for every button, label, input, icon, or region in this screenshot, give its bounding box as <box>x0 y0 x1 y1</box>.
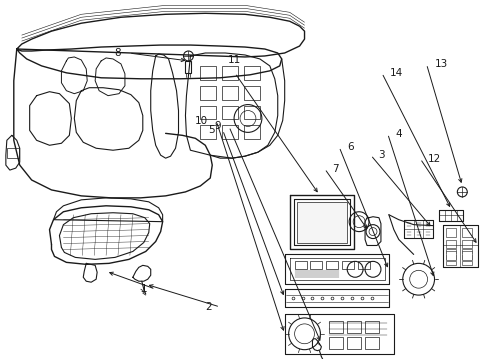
Bar <box>357 261 369 269</box>
Bar <box>346 321 360 333</box>
Bar <box>294 261 306 269</box>
Bar <box>7 148 19 158</box>
Bar <box>446 261 455 265</box>
Polygon shape <box>296 202 346 243</box>
Bar <box>200 105 216 120</box>
Text: 10: 10 <box>195 116 208 126</box>
Text: 13: 13 <box>433 59 447 69</box>
Bar <box>461 251 471 260</box>
Text: 12: 12 <box>427 154 441 163</box>
Bar <box>200 86 216 100</box>
Text: 4: 4 <box>395 129 402 139</box>
Bar <box>461 249 471 253</box>
Bar <box>328 337 343 349</box>
Text: 8: 8 <box>114 48 121 58</box>
Bar <box>244 66 259 80</box>
Bar <box>446 251 455 260</box>
Text: 1: 1 <box>141 284 147 294</box>
Text: 14: 14 <box>389 68 402 78</box>
Bar <box>325 261 338 269</box>
Bar <box>461 261 471 265</box>
Bar <box>310 261 322 269</box>
Text: 3: 3 <box>378 150 385 160</box>
Bar <box>222 125 238 139</box>
Bar <box>365 321 378 333</box>
Bar <box>446 249 455 253</box>
Bar <box>346 337 360 349</box>
Bar <box>461 228 471 237</box>
Bar <box>365 337 378 349</box>
Bar <box>222 86 238 100</box>
Bar <box>222 105 238 120</box>
Bar <box>244 125 259 139</box>
Bar <box>185 61 191 73</box>
Bar <box>328 321 343 333</box>
Bar <box>244 105 259 120</box>
Bar <box>461 255 471 260</box>
Bar <box>446 255 455 260</box>
Bar <box>446 228 455 237</box>
Bar <box>461 239 471 248</box>
Bar <box>244 86 259 100</box>
Text: 5: 5 <box>208 125 214 135</box>
Bar <box>342 261 353 269</box>
Bar <box>200 66 216 80</box>
Bar <box>446 239 455 248</box>
Text: 9: 9 <box>214 121 221 131</box>
Bar <box>222 66 238 80</box>
Text: 6: 6 <box>346 142 353 152</box>
Text: 11: 11 <box>228 55 241 65</box>
Bar <box>200 125 216 139</box>
Text: 2: 2 <box>205 302 212 312</box>
Text: 7: 7 <box>332 163 339 174</box>
